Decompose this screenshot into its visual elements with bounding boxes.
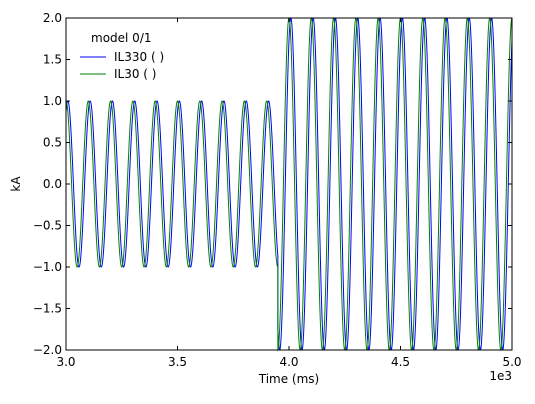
x-axis-label: Time (ms) bbox=[258, 372, 320, 386]
y-tick-label: −1.0 bbox=[33, 260, 62, 274]
x-tick-label: 5.0 bbox=[502, 355, 521, 369]
series-line-0 bbox=[65, 17, 513, 351]
y-tick-label: 0.0 bbox=[43, 177, 62, 191]
y-tick-label: 1.5 bbox=[43, 53, 62, 67]
y-tick-label: 0.5 bbox=[43, 136, 62, 150]
legend-label: IL330 ( ) bbox=[114, 50, 164, 64]
y-tick-label: −1.5 bbox=[33, 302, 62, 316]
x-tick-label: 3.0 bbox=[56, 355, 75, 369]
x-tick-label: 4.5 bbox=[391, 355, 410, 369]
x-tick-label: 4.0 bbox=[279, 355, 298, 369]
legend-title: model 0/1 bbox=[91, 31, 152, 45]
y-tick-label: 1.0 bbox=[43, 94, 62, 108]
y-tick-label: −0.5 bbox=[33, 219, 62, 233]
x-tick-label: 3.5 bbox=[168, 355, 187, 369]
y-tick-label: 2.0 bbox=[43, 11, 62, 25]
ticks-layer: 3.0 3.5 4.0 4.5 5.0 −2.0 −1.5 −1.0 −0.5 0.0 0.5 1.0… bbox=[33, 11, 522, 369]
legend-label: IL30 ( ) bbox=[114, 67, 157, 81]
legend: model 0/1 IL330 ( ) IL30 ( ) bbox=[80, 31, 164, 81]
plot-frame bbox=[65, 17, 513, 351]
y-axis-label: kA bbox=[9, 176, 23, 192]
y-tick-label: −2.0 bbox=[33, 343, 62, 357]
x-axis-offset-label: 1e3 bbox=[489, 369, 512, 383]
